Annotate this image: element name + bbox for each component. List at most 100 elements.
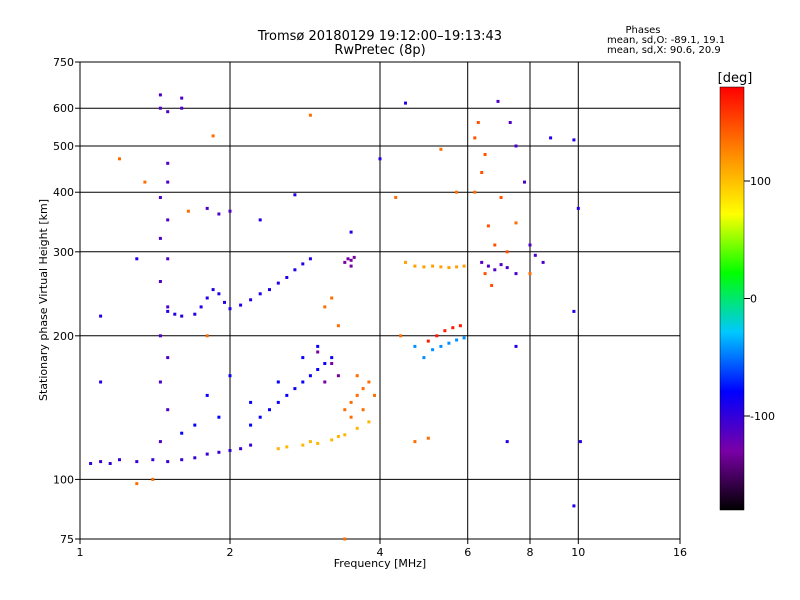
scatter-point bbox=[480, 171, 484, 174]
scatter-point bbox=[578, 440, 582, 444]
scatter-point bbox=[166, 460, 170, 464]
scatter-point bbox=[166, 356, 170, 360]
scatter-point bbox=[455, 190, 459, 194]
scatter-point bbox=[316, 344, 320, 348]
scatter-point bbox=[451, 326, 455, 330]
scatter-point bbox=[285, 276, 289, 279]
scatter-point bbox=[99, 380, 103, 384]
scatter-point bbox=[268, 288, 271, 292]
scatter-point bbox=[249, 423, 253, 427]
scatter-point bbox=[276, 281, 280, 285]
scatter-point bbox=[217, 450, 221, 454]
x-tick-label: 4 bbox=[377, 546, 384, 559]
scatter-point bbox=[439, 344, 443, 348]
scatter-point bbox=[108, 462, 112, 465]
scatter-point bbox=[505, 266, 509, 270]
scatter-point bbox=[301, 356, 305, 360]
scatter-point bbox=[361, 408, 365, 412]
scatter-point bbox=[323, 380, 327, 384]
scatter-point bbox=[199, 305, 203, 309]
scatter-point bbox=[158, 236, 162, 240]
scatter-point bbox=[455, 265, 459, 269]
scatter-point bbox=[211, 288, 215, 292]
scatter-point bbox=[268, 408, 271, 412]
scatter-point bbox=[455, 338, 459, 342]
scatter-point bbox=[336, 374, 340, 378]
scatter-point bbox=[349, 230, 353, 234]
scatter-point bbox=[118, 458, 121, 462]
scatter-point bbox=[355, 426, 359, 430]
scatter-point bbox=[166, 309, 170, 313]
scatter-point bbox=[499, 196, 503, 199]
scatter-point bbox=[301, 262, 305, 266]
y-tick-label: 600 bbox=[53, 102, 74, 115]
scatter-point bbox=[343, 260, 347, 264]
scatter-point bbox=[439, 265, 443, 269]
scatter-point bbox=[330, 438, 334, 442]
scatter-point bbox=[166, 257, 170, 261]
scatter-point bbox=[508, 121, 512, 124]
scatter-point bbox=[308, 113, 312, 117]
scatter-point bbox=[158, 106, 162, 110]
scatter-point bbox=[249, 400, 253, 404]
scatter-point bbox=[293, 193, 297, 197]
scatter-point bbox=[99, 314, 103, 318]
scatter-point bbox=[228, 374, 232, 378]
phases-line-o: mean, sd,O: -89.1, 19.1 bbox=[607, 35, 725, 46]
scatter-point bbox=[476, 121, 480, 124]
scatter-point bbox=[528, 243, 532, 247]
scatter-point bbox=[276, 380, 280, 384]
x-tick-label: 1 bbox=[77, 546, 84, 559]
x-axis-label: Frequency [MHz] bbox=[334, 557, 426, 570]
scatter-point bbox=[462, 264, 466, 268]
scatter-point bbox=[549, 136, 553, 140]
scatter-point bbox=[239, 447, 243, 451]
colorbar bbox=[719, 86, 745, 511]
y-tick-label: 200 bbox=[53, 330, 74, 343]
scatter-points bbox=[89, 93, 582, 541]
scatter-point bbox=[490, 284, 494, 287]
scatter-point bbox=[367, 380, 371, 384]
scatter-point bbox=[316, 368, 320, 371]
scatter-point bbox=[343, 537, 347, 541]
scatter-point bbox=[480, 260, 484, 264]
scatter-point bbox=[258, 218, 262, 222]
y-tick-label: 500 bbox=[53, 140, 74, 153]
x-tick-label: 6 bbox=[464, 546, 471, 559]
scatter-point bbox=[343, 408, 347, 412]
y-axis-label: Stationary phase Virtual Height [km] bbox=[37, 199, 50, 401]
scatter-point bbox=[572, 138, 576, 142]
scatter-point bbox=[258, 415, 262, 419]
scatter-point bbox=[373, 393, 376, 397]
colorbar-ticks: 100 0 -100 bbox=[744, 175, 775, 423]
scatter-point bbox=[276, 400, 280, 404]
scatter-point bbox=[205, 452, 209, 456]
scatter-point bbox=[435, 334, 439, 338]
x-tick-label: 16 bbox=[673, 546, 687, 559]
scatter-point bbox=[486, 224, 490, 228]
scatter-point bbox=[89, 462, 93, 465]
scatter-point bbox=[180, 106, 184, 110]
scatter-point bbox=[496, 99, 500, 103]
scatter-point bbox=[186, 209, 190, 213]
scatter-point bbox=[135, 257, 139, 261]
scatter-point bbox=[308, 374, 312, 378]
scatter-point bbox=[249, 443, 253, 447]
scatter-point bbox=[180, 96, 184, 100]
y-tick-label: 750 bbox=[53, 56, 74, 69]
scatter-point bbox=[447, 266, 451, 270]
scatter-point bbox=[166, 180, 170, 184]
scatter-point bbox=[499, 263, 503, 267]
scatter-point bbox=[514, 221, 518, 225]
scatter-point bbox=[223, 300, 226, 304]
scatter-point bbox=[514, 144, 518, 148]
scatter-point bbox=[523, 180, 526, 184]
x-axis: 1 2 4 6 8 10 16 bbox=[77, 539, 687, 559]
scatter-point bbox=[431, 264, 435, 268]
scatter-point bbox=[228, 449, 232, 452]
scatter-point bbox=[483, 272, 487, 276]
scatter-point bbox=[285, 393, 289, 397]
scatter-point bbox=[228, 209, 232, 213]
scatter-point bbox=[166, 161, 170, 165]
scatter-point bbox=[473, 136, 477, 140]
